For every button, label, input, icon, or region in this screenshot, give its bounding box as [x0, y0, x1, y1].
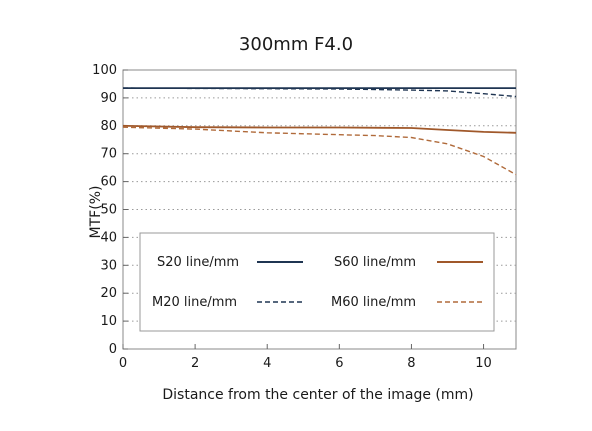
y-tick-label: 40: [100, 230, 117, 245]
legend-label-m20-line-mm: M20 line/mm: [152, 295, 237, 310]
y-tick-label: 0: [109, 342, 117, 357]
series-line-m20-line-mm: [122, 87, 517, 98]
y-tick-label: 20: [100, 286, 117, 301]
series-lines: [122, 87, 517, 176]
y-tick-label: 60: [100, 175, 117, 190]
x-tick-label: 4: [263, 356, 271, 371]
y-tick-label: 50: [100, 203, 117, 218]
legend-label-m60-line-mm: M60 line/mm: [331, 295, 416, 310]
x-tick-label: 8: [407, 356, 415, 371]
x-tick-label: 6: [335, 356, 343, 371]
y-tick-label: 90: [100, 91, 117, 106]
y-tick-label: 100: [92, 63, 117, 78]
y-tick-label: 30: [100, 258, 117, 273]
y-tick-label: 80: [100, 119, 117, 134]
y-tick-label: 10: [100, 314, 117, 329]
chart-title: 300mm F4.0: [239, 34, 353, 55]
legend: S20 line/mm S60 line/mm M20 line/mm M60 lin…: [139, 232, 495, 332]
y-tick-label: 70: [100, 147, 117, 162]
x-tick-label: 2: [191, 356, 199, 371]
legend-label-s20-line-mm: S20 line/mm: [157, 255, 239, 270]
legend-label-s60-line-mm: S60 line/mm: [334, 255, 416, 270]
series-line-s60-line-mm: [122, 124, 517, 134]
axis-ticks: 0 10 20 30 40 50 60 70 80 90 100 0 2 4 6 8 10: [92, 63, 492, 371]
x-tick-label: 10: [475, 356, 492, 371]
series-line-m60-line-mm: [122, 126, 517, 176]
x-axis-title: Distance from the center of the image (m…: [162, 387, 473, 403]
y-axis-title: MTF(%): [88, 186, 104, 239]
x-tick-label: 0: [119, 356, 127, 371]
legend-box: [139, 232, 495, 332]
